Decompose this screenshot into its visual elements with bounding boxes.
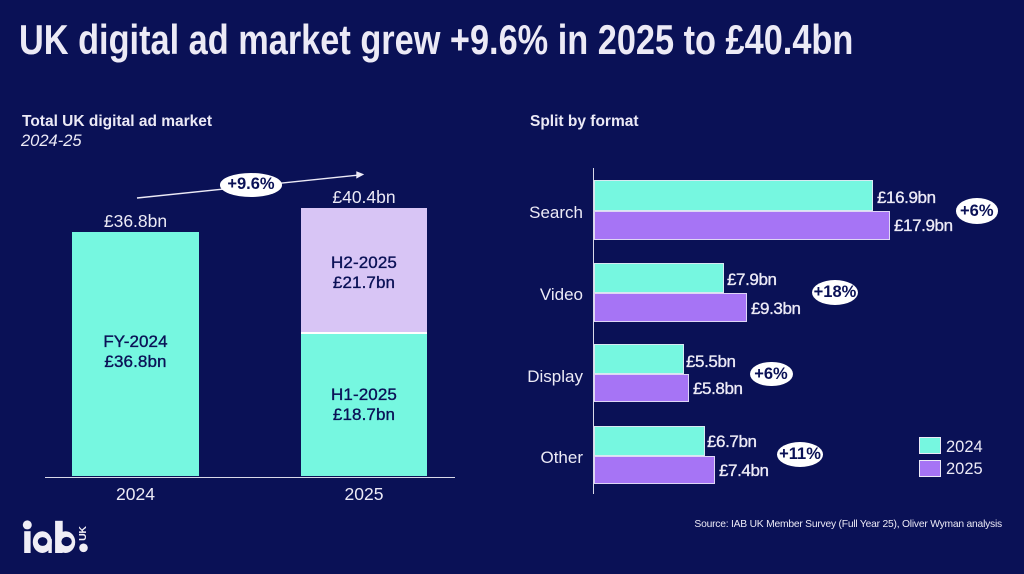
svg-text:UK: UK [77, 526, 89, 541]
